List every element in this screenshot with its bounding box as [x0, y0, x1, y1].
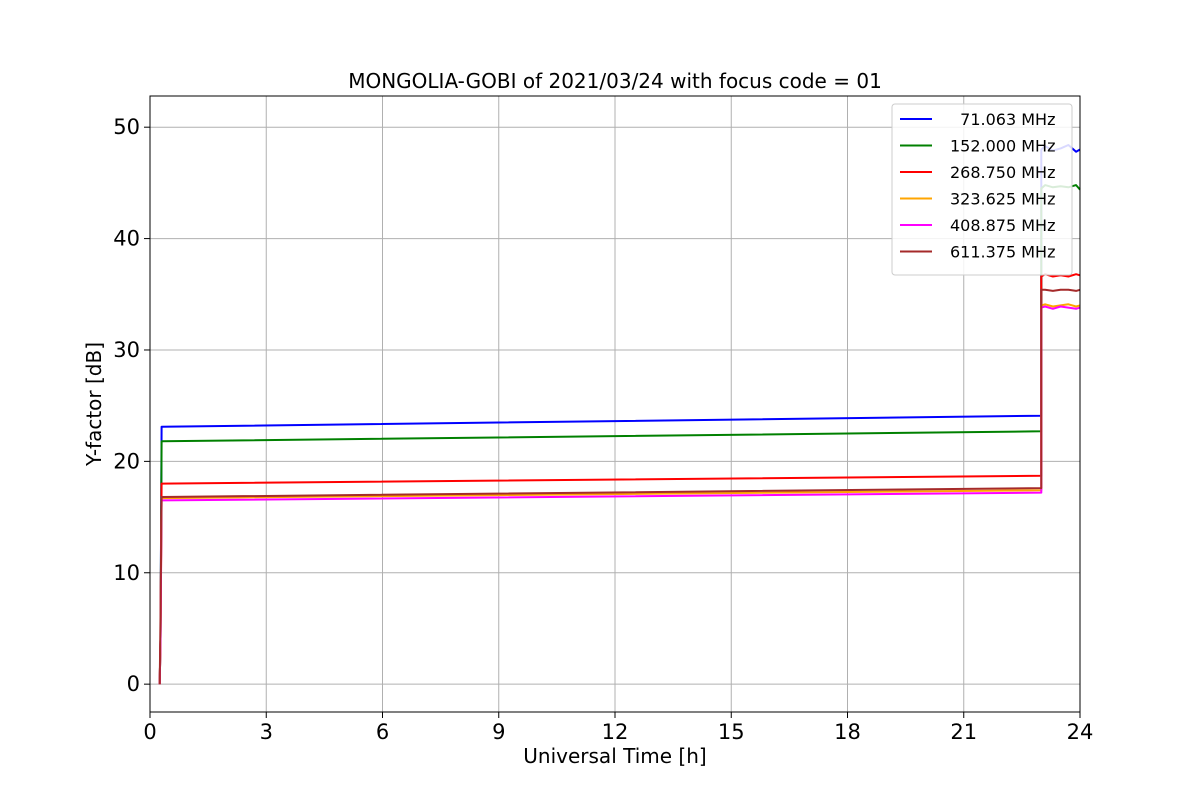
legend-label: 71.063 MHz — [950, 110, 1055, 129]
x-tick-label: 21 — [950, 720, 977, 744]
y-tick-label: 0 — [127, 672, 140, 696]
x-tick-label: 18 — [834, 720, 861, 744]
legend-label: 408.875 MHz — [950, 216, 1055, 235]
x-tick-label: 15 — [718, 720, 745, 744]
x-tick-label: 9 — [492, 720, 505, 744]
legend: 71.063 MHz 152.000 MHz 268.750 MHz 323.625 … — [891, 103, 1073, 276]
x-tick-label: 12 — [602, 720, 629, 744]
y-tick-label: 30 — [113, 338, 140, 362]
grid — [149, 96, 1081, 712]
ticks: 0 3 6 9 12 15 18 21 24 0 10 20 30 40 50 — [113, 115, 1093, 744]
y-tick-label: 40 — [113, 227, 140, 251]
legend-label: 611.375 MHz — [950, 243, 1055, 262]
y-tick-label: 10 — [113, 561, 140, 585]
legend-label: 323.625 MHz — [950, 190, 1055, 209]
x-tick-label: 0 — [143, 720, 156, 744]
legend-label: 268.750 MHz — [950, 163, 1055, 182]
x-tick-label: 3 — [260, 720, 273, 744]
x-tick-label: 6 — [376, 720, 389, 744]
legend-label: 152.000 MHz — [950, 137, 1055, 156]
y-tick-label: 50 — [113, 115, 140, 139]
y-axis-label: Y-factor [dB] — [82, 342, 106, 467]
legend-box — [891, 103, 1073, 276]
x-axis-label: Universal Time [h] — [523, 744, 706, 768]
y-tick-label: 20 — [113, 449, 140, 473]
series-line — [158, 288, 1081, 685]
x-tick-label: 24 — [1067, 720, 1094, 744]
chart-title: MONGOLIA-GOBI of 2021/03/24 with focus c… — [348, 69, 882, 93]
